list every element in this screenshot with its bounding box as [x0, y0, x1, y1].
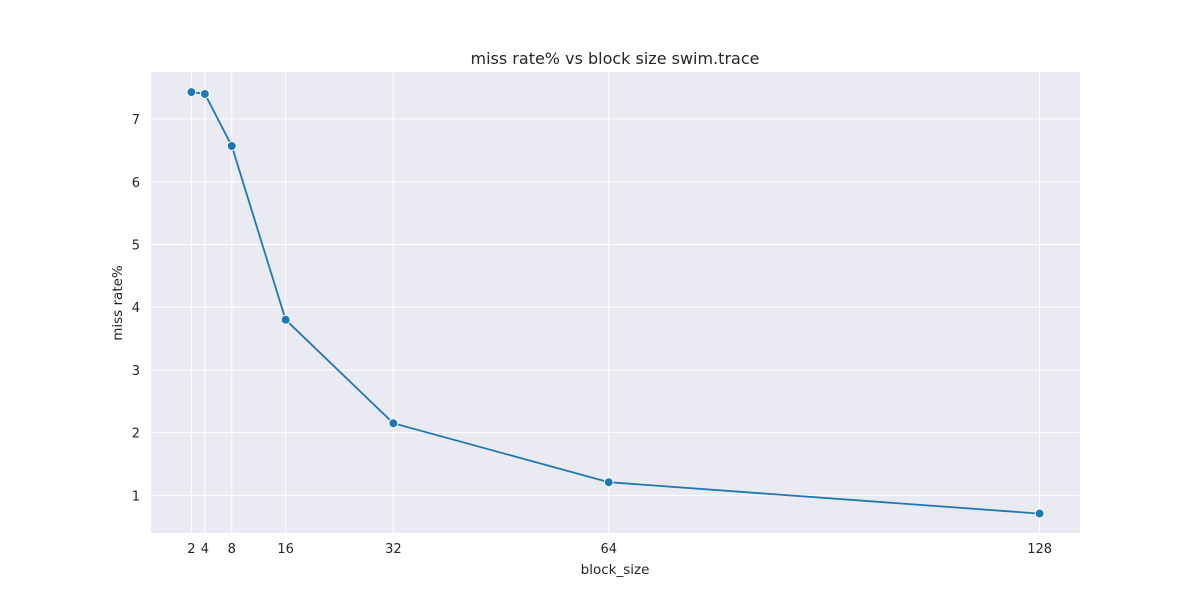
y-tick-label: 4	[132, 301, 140, 316]
x-tick-label: 16	[277, 542, 294, 557]
chart-title: miss rate% vs block size swim.trace	[471, 49, 760, 68]
x-tick-label: 32	[385, 542, 402, 557]
y-tick-label: 3	[132, 364, 140, 379]
x-tick-label: 4	[201, 542, 209, 557]
x-tick-label: 128	[1027, 542, 1052, 557]
x-tick-label: 2	[187, 542, 195, 557]
data-point	[388, 418, 399, 429]
data-points	[186, 87, 1045, 519]
y-tick-label: 6	[132, 176, 140, 191]
y-tick-label: 2	[132, 427, 140, 442]
y-tick-labels: 1 2 3 4 5 6 7	[132, 113, 140, 504]
y-tick-label: 5	[132, 238, 140, 253]
plot-area	[151, 72, 1080, 533]
data-point	[603, 477, 614, 488]
y-tick-label: 7	[132, 113, 140, 128]
y-axis-label: miss rate%	[110, 265, 126, 341]
x-tick-label: 64	[600, 542, 617, 557]
data-point	[1034, 508, 1045, 519]
x-axis-label: block_size	[581, 562, 650, 578]
data-point	[280, 314, 291, 325]
data-point	[186, 87, 197, 98]
y-tick-label: 1	[132, 489, 140, 504]
x-tick-label: 8	[228, 542, 236, 557]
x-tick-labels: 2 4 8 16 32 64 128	[187, 542, 1052, 557]
data-point	[226, 141, 237, 152]
data-point	[199, 88, 210, 99]
y-gridlines	[151, 118, 1080, 496]
